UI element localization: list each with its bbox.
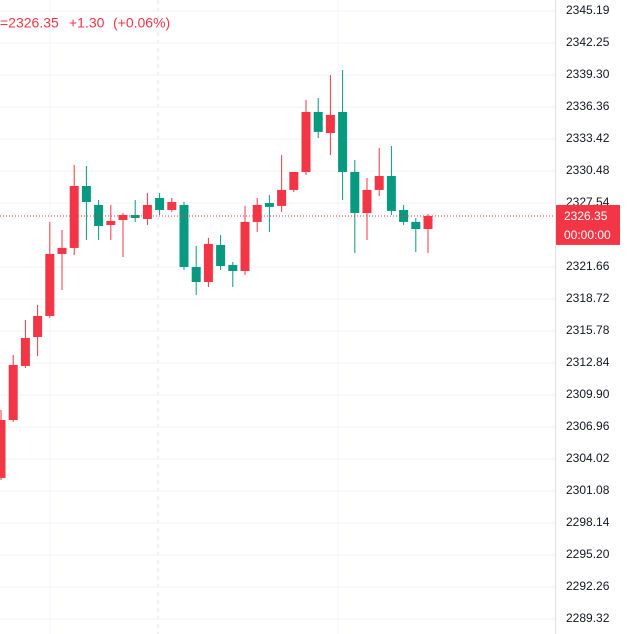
candle-body [191, 266, 201, 283]
price-label: 2326.35 [564, 209, 608, 223]
candle-body [350, 171, 360, 214]
candle-body [301, 111, 311, 172]
candle-body [203, 243, 213, 283]
candle-body [386, 175, 396, 211]
candle-body [33, 315, 43, 337]
y-tick-label: 2306.96 [566, 419, 610, 433]
candle-body [20, 337, 30, 366]
price-label-bg [556, 204, 620, 245]
y-tick-label: 2295.20 [566, 547, 610, 561]
candle-body [94, 204, 104, 226]
candle-body [264, 202, 274, 207]
candle-body [179, 204, 189, 267]
header-change: +1.30 [69, 15, 105, 31]
candle-body [142, 204, 152, 219]
y-tick-label: 2330.48 [566, 163, 610, 177]
y-tick-label: 2339.30 [566, 67, 610, 81]
header-price: =2326.35 [0, 15, 59, 31]
candle-body [338, 111, 348, 172]
candle-body [325, 114, 335, 134]
y-tick-label: 2298.14 [566, 515, 610, 529]
candle-body [362, 189, 372, 214]
candle-body [313, 111, 323, 132]
candle-body [252, 204, 262, 222]
candle-body [106, 220, 116, 225]
candle-body [374, 175, 384, 190]
y-tick-label: 2321.66 [566, 259, 610, 273]
candle-body [167, 202, 177, 210]
y-tick-label: 2301.08 [566, 483, 610, 497]
y-tick-label: 2342.25 [566, 35, 610, 49]
candle-body [81, 186, 91, 203]
candle-body [130, 214, 140, 219]
candle-body [423, 215, 433, 230]
y-tick-label: 2304.02 [566, 451, 610, 465]
candle-body [228, 264, 238, 272]
candle-body [57, 247, 67, 254]
candle-body [216, 245, 226, 267]
candle-body [8, 364, 18, 421]
candle-body [240, 221, 250, 272]
y-tick-label: 2345.19 [566, 3, 610, 17]
candle-body [155, 197, 165, 210]
y-tick-label: 2318.72 [566, 291, 610, 305]
candle-body [45, 253, 55, 316]
y-tick-label: 2336.36 [566, 99, 610, 113]
candle-body [277, 189, 287, 206]
y-tick-label: 2309.90 [566, 387, 610, 401]
y-tick-label: 2289.32 [566, 611, 610, 625]
candle-body [118, 214, 128, 220]
header-change-pct: (+0.06%) [113, 15, 170, 31]
y-tick-label: 2315.78 [566, 323, 610, 337]
countdown-label: 00:00:00 [564, 228, 611, 242]
candle-body [399, 209, 409, 222]
y-tick-label: 2333.42 [566, 131, 610, 145]
candle-body [0, 420, 6, 478]
candle-body [69, 186, 79, 248]
candle-body [411, 221, 421, 230]
y-tick-label: 2312.84 [566, 355, 610, 369]
y-tick-label: 2292.26 [566, 579, 610, 593]
candle-body [289, 171, 299, 190]
